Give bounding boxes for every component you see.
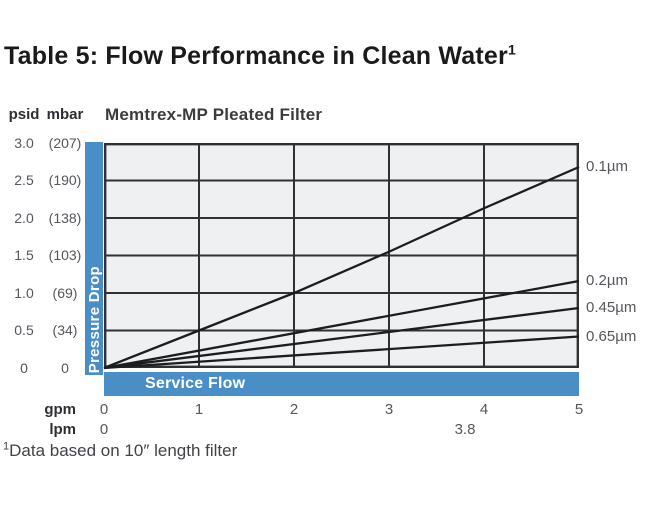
- page-title: Table 5: Flow Performance in Clean Water…: [4, 42, 516, 71]
- service-flow-axis-bar: Service Flow: [104, 372, 579, 396]
- footnote-marker: 1: [3, 440, 10, 453]
- y-tick-mbar: (34): [52, 322, 78, 338]
- mbar-unit-label: mbar: [46, 106, 84, 123]
- footnote: 1Data based on 10″ length filter: [3, 441, 237, 461]
- series-line-0.1µm: [103, 165, 580, 370]
- x-tick-gpm: 0: [99, 401, 109, 418]
- y-tick-psid: 1.0: [14, 284, 34, 301]
- series-label-0.65µm: 0.65µm: [586, 327, 637, 345]
- x-tick-gpm: 3: [384, 401, 394, 418]
- y-tick-psid: 1.5: [14, 247, 34, 263]
- page-title-text: Table 5: Flow Performance in Clean Water: [4, 42, 508, 70]
- y-tick-mbar: (207): [48, 134, 82, 151]
- y-tick-mbar: (138): [48, 209, 82, 226]
- plot-area: [103, 143, 580, 370]
- y-tick-mbar: (190): [48, 172, 82, 188]
- y-tick-mbar: (103): [48, 247, 82, 263]
- x-tick-lpm: 3.8: [454, 421, 476, 438]
- series-line-0.65µm: [103, 335, 580, 370]
- series-line-0.2µm: [103, 279, 580, 370]
- x-tick-lpm: 0: [99, 421, 109, 438]
- series-label-0.45µm: 0.45µm: [586, 299, 637, 316]
- pressure-drop-axis-bar: Pressure Drop: [85, 142, 103, 375]
- x-tick-gpm: 5: [574, 401, 584, 418]
- plot-border: [104, 143, 580, 369]
- y-tick-psid: 2.5: [14, 172, 34, 188]
- series-label-0.1µm: 0.1µm: [586, 158, 628, 175]
- x-axis-gpm-row: gpm 0 1 2 3 4 5: [0, 400, 650, 420]
- y-tick-psid: 0.5: [14, 322, 34, 338]
- series-line-0.45µm: [103, 306, 580, 370]
- footnote-text: Data based on 10″ length filter: [9, 441, 238, 460]
- series-label-0.2µm: 0.2µm: [586, 272, 628, 289]
- y-tick-psid: 0: [20, 359, 28, 376]
- lpm-unit-label: lpm: [49, 421, 76, 438]
- chart-title: Memtrex-MP Pleated Filter: [105, 105, 323, 124]
- x-tick-gpm: 4: [479, 401, 489, 418]
- y-axis-title: Pressure Drop: [85, 265, 103, 373]
- x-tick-gpm: 1: [194, 401, 204, 418]
- gpm-unit-label: gpm: [44, 401, 76, 418]
- chart-svg: [103, 143, 580, 370]
- title-footnote-marker: 1: [507, 41, 516, 58]
- y-tick-mbar: 0: [61, 359, 69, 376]
- y-tick-psid: 3.0: [14, 134, 34, 151]
- psid-unit-label: psid: [8, 106, 40, 123]
- x-axis-title: Service Flow: [145, 375, 246, 392]
- x-tick-gpm: 2: [289, 401, 299, 418]
- x-axis-lpm-row: lpm 03.87.611.415.118.9: [0, 420, 650, 440]
- y-tick-psid: 2.0: [14, 209, 34, 226]
- y-tick-mbar: (69): [52, 284, 78, 301]
